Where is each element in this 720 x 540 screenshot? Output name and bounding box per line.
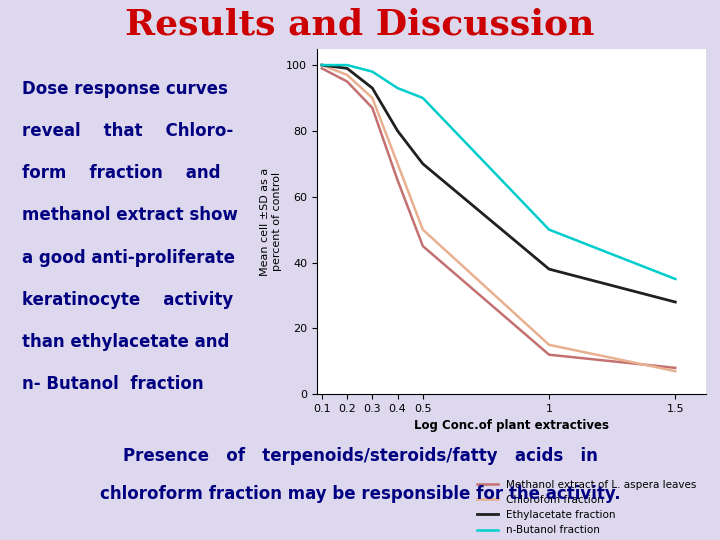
X-axis label: Log Conc.of plant extractives: Log Conc.of plant extractives bbox=[414, 420, 608, 433]
Text: a good anti-proliferate: a good anti-proliferate bbox=[22, 248, 235, 267]
Text: reveal    that    Chloro-: reveal that Chloro- bbox=[22, 122, 233, 140]
Text: keratinocyte    activity: keratinocyte activity bbox=[22, 291, 233, 309]
Text: chloroform fraction may be responsible for the activity.: chloroform fraction may be responsible f… bbox=[99, 485, 621, 503]
Text: Dose response curves: Dose response curves bbox=[22, 80, 228, 98]
Legend: Methanol extract of L. aspera leaves, Chlorofom fraction, Ethylacetate fraction,: Methanol extract of L. aspera leaves, Ch… bbox=[472, 475, 701, 539]
Text: than ethylacetate and: than ethylacetate and bbox=[22, 333, 230, 351]
Text: Presence   of   terpenoids/steroids/fatty   acids   in: Presence of terpenoids/steroids/fatty ac… bbox=[122, 447, 598, 465]
Text: n- Butanol  fraction: n- Butanol fraction bbox=[22, 375, 204, 393]
Text: Results and Discussion: Results and Discussion bbox=[125, 8, 595, 41]
Y-axis label: Mean cell ±SD as a
percent of control: Mean cell ±SD as a percent of control bbox=[261, 167, 282, 275]
Text: methanol extract show: methanol extract show bbox=[22, 206, 238, 225]
Text: form    fraction    and: form fraction and bbox=[22, 164, 221, 182]
